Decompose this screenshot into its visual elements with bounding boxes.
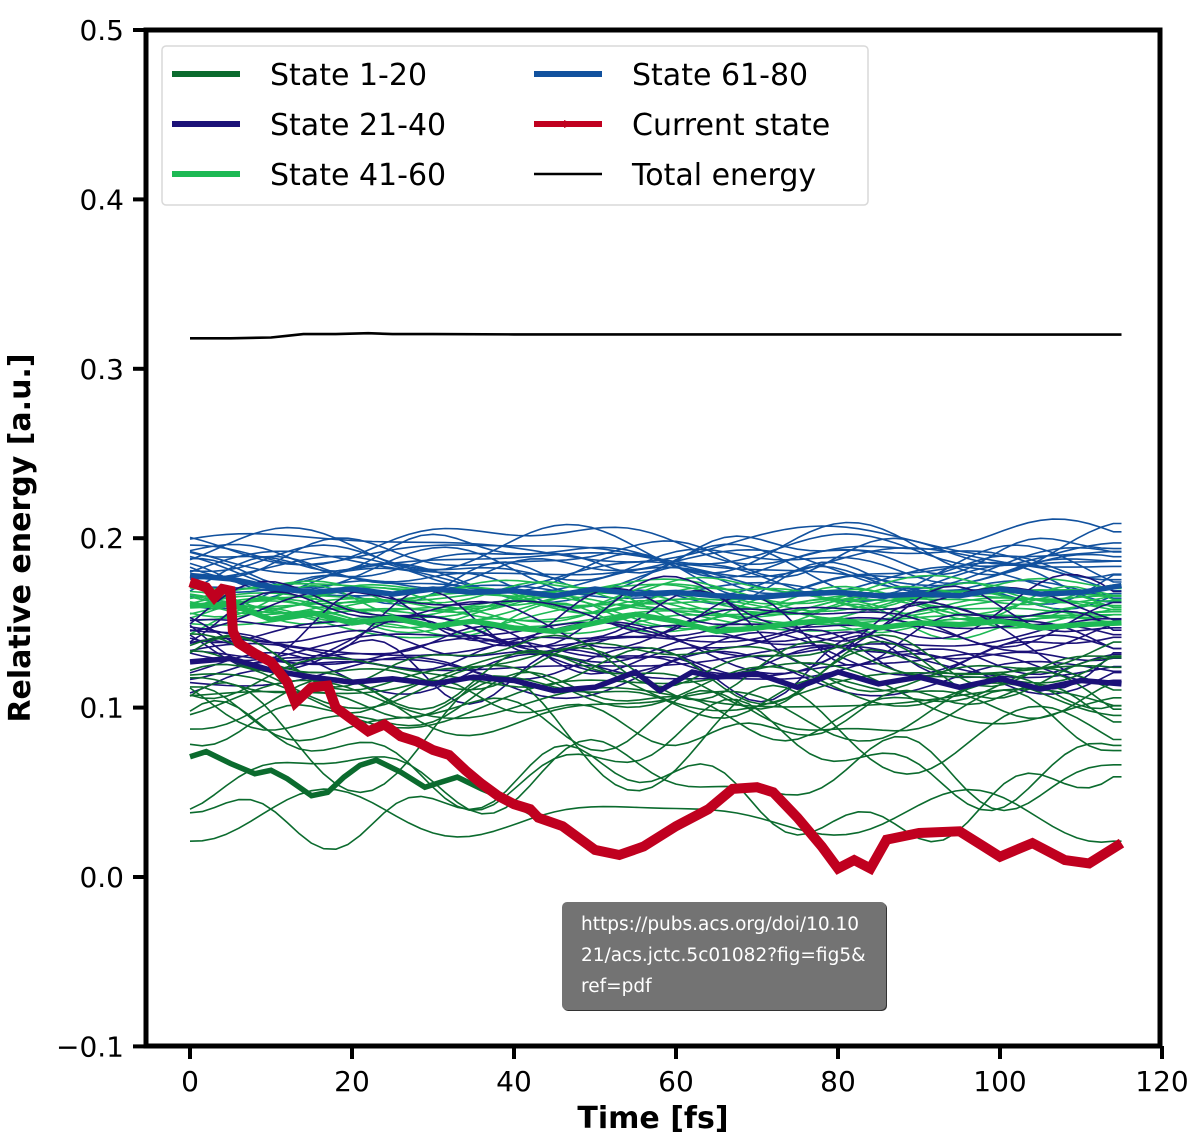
band-lines — [189, 518, 1122, 850]
x-axis-title: Time [fs] — [577, 1101, 728, 1136]
band-line — [189, 744, 1122, 850]
series-lines — [188, 331, 1125, 876]
band-line — [189, 574, 1122, 605]
band-line — [189, 650, 1122, 700]
x-tick-label: 100 — [973, 1065, 1026, 1098]
tooltip-line: 21/acs.jctc.5c01082?fig=fig5& — [581, 945, 866, 966]
y-tick-label: −0.1 — [56, 1030, 124, 1063]
y-tick-label: 0.5 — [79, 14, 124, 47]
current-state-line — [188, 577, 1125, 876]
legend-label: State 21-40 — [270, 108, 446, 143]
y-axis-title: Relative energy [a.u.] — [3, 353, 38, 722]
band-line — [189, 679, 1122, 720]
band-line — [189, 735, 1122, 815]
legend-box — [161, 45, 869, 206]
band-line — [189, 525, 1122, 563]
tooltip-line: ref=pdf — [581, 976, 652, 997]
url-tooltip: https://pubs.acs.org/doi/10.10 21/acs.jc… — [562, 902, 886, 1010]
x-tick-label: 120 — [1135, 1065, 1188, 1098]
x-tick-label: 0 — [181, 1065, 199, 1098]
legend-label: Current state — [632, 108, 830, 143]
series-line — [189, 601, 1122, 635]
band-line — [189, 788, 1122, 843]
band-line — [189, 573, 1122, 648]
band-line — [189, 651, 1122, 712]
band-line — [189, 584, 1122, 624]
band-line — [189, 616, 1122, 648]
legend-label: State 41-60 — [270, 158, 446, 193]
y-tick-label: 0.1 — [79, 692, 124, 725]
band-line — [189, 639, 1122, 676]
series-line — [189, 748, 532, 816]
band-line — [189, 633, 1122, 693]
band-line — [189, 589, 1122, 665]
band-line — [189, 533, 1122, 576]
band-line — [189, 676, 1122, 719]
axes: 0 20 40 60 80 100 120 −0.1 0.0 0.1 0.2 0.3 0.4 0.5 — [56, 14, 1189, 1098]
band-line — [189, 544, 1122, 585]
band-line — [189, 555, 1122, 595]
x-tick-label: 60 — [658, 1065, 694, 1098]
band-line — [189, 686, 1122, 752]
legend-label: Total energy — [631, 158, 816, 193]
series-line — [189, 655, 1122, 695]
series-line — [189, 572, 1122, 601]
y-tick-label: 0.3 — [79, 353, 124, 386]
band-line — [189, 640, 1122, 705]
band-line — [189, 585, 1122, 647]
total-energy-line — [190, 331, 1122, 340]
legend-label: State 61-80 — [632, 58, 808, 93]
y-tick-label: 0.4 — [79, 183, 124, 216]
band-line — [189, 648, 1122, 711]
legend-label: State 1-20 — [270, 58, 427, 93]
tooltip-line: https://pubs.acs.org/doi/10.10 — [581, 914, 860, 935]
band-line — [189, 675, 1122, 794]
x-tick-label: 40 — [496, 1065, 532, 1098]
band-line — [189, 521, 1122, 576]
x-tick-label: 20 — [334, 1065, 370, 1098]
legend-arrow-marker — [564, 120, 574, 128]
y-tick-label: 0.0 — [79, 861, 124, 894]
band-line — [189, 698, 1122, 812]
band-line — [189, 518, 1122, 566]
band-line — [189, 537, 1122, 578]
y-tick-label: 0.2 — [79, 522, 124, 555]
legend: State 1-20 State 21-40 State 41-60 State 61… — [161, 45, 869, 206]
x-tick-label: 80 — [820, 1065, 856, 1098]
